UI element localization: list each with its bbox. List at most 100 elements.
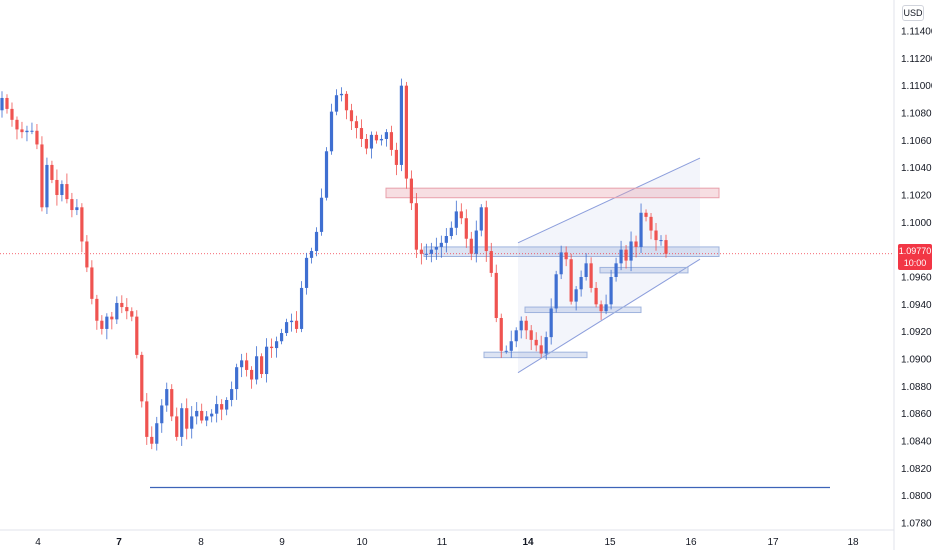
bullish-candle — [659, 240, 663, 242]
bearish-candle — [269, 346, 274, 349]
channel-upper-line[interactable] — [517, 157, 701, 244]
bullish-candle — [429, 249, 433, 254]
bullish-candle — [424, 253, 428, 255]
bullish-candle — [439, 242, 443, 247]
channel-lower-line[interactable] — [517, 258, 701, 374]
bullish-candle — [210, 413, 214, 417]
bullish-candle — [329, 111, 334, 152]
bullish-candle — [324, 151, 329, 198]
bearish-candle — [624, 249, 628, 261]
bearish-candle — [354, 121, 359, 129]
support-zone[interactable] — [483, 351, 588, 359]
bullish-candle — [614, 263, 618, 277]
bullish-candle — [399, 85, 403, 165]
y-tick-label: 1.08400 — [901, 437, 932, 448]
bullish-candle — [235, 367, 239, 390]
bearish-candle — [459, 211, 463, 219]
y-tick-label: 1.10400 — [901, 163, 932, 174]
bullish-candle — [160, 405, 164, 424]
bullish-candle — [334, 95, 339, 112]
bearish-candle — [374, 134, 379, 141]
bullish-candle — [604, 304, 608, 312]
bullish-candle — [314, 231, 319, 252]
bullish-candle — [519, 320, 523, 331]
bearish-candle — [494, 272, 498, 318]
bearish-candle — [220, 404, 224, 410]
bullish-candle — [240, 360, 244, 368]
currency-label[interactable]: USD — [902, 5, 924, 21]
bullish-candle — [155, 423, 159, 444]
bearish-candle — [539, 345, 543, 354]
bullish-candle — [579, 277, 583, 290]
bearish-candle — [349, 110, 354, 122]
x-tick-label: 17 — [767, 537, 779, 548]
last-price-tag: 1.09770 10:00 — [898, 244, 932, 270]
bullish-candle — [299, 287, 304, 329]
y-tick-label: 1.08000 — [901, 491, 932, 502]
bearish-candle — [464, 218, 468, 239]
bearish-candle — [414, 203, 418, 250]
bearish-candle — [594, 287, 598, 305]
x-tick-label: 15 — [604, 537, 616, 548]
bullish-candle — [190, 416, 194, 429]
bearish-candle — [120, 302, 124, 308]
bearish-candle — [524, 320, 528, 331]
bearish-candle — [20, 129, 24, 133]
bearish-candle — [245, 360, 249, 370]
bearish-candle — [569, 259, 573, 302]
channel-fill — [518, 158, 700, 373]
y-tick-label: 1.10200 — [901, 191, 932, 202]
bearish-candle — [95, 298, 99, 321]
bullish-candle — [629, 241, 633, 261]
bearish-candle — [260, 356, 264, 375]
y-tick-label: 1.11200 — [901, 54, 932, 65]
bearish-candle — [589, 263, 593, 288]
bullish-candle — [339, 93, 344, 96]
bullish-candle — [384, 132, 389, 139]
bearish-candle — [489, 251, 493, 273]
bullish-candle — [554, 274, 558, 309]
bullish-candle — [509, 341, 513, 351]
y-tick-label: 1.10000 — [901, 218, 932, 229]
resistance-zone[interactable] — [385, 187, 720, 199]
bullish-candle — [549, 308, 553, 338]
bearish-candle — [200, 410, 204, 421]
support-zone[interactable] — [524, 306, 642, 314]
bearish-candle — [484, 207, 488, 252]
bullish-candle — [474, 230, 478, 254]
bearish-candle — [35, 130, 39, 145]
bullish-candle — [574, 289, 578, 302]
y-tick-label: 1.11400 — [901, 27, 932, 38]
x-tick-label: 14 — [522, 537, 534, 548]
bullish-candle — [274, 341, 279, 349]
bullish-candle — [25, 130, 29, 133]
x-tick-label: 18 — [847, 537, 859, 548]
bearish-candle — [534, 339, 538, 346]
bearish-candle — [599, 304, 603, 312]
y-tick-label: 1.10600 — [901, 136, 932, 147]
bar-countdown: 10:00 — [903, 258, 927, 268]
bearish-candle — [654, 230, 658, 241]
bearish-candle — [175, 416, 179, 437]
bearish-candle — [389, 132, 394, 150]
time-axis[interactable]: 4 7 8 9 10 11 14 15 16 17 18 — [35, 537, 859, 548]
bullish-candle — [225, 400, 229, 410]
bullish-candle — [449, 227, 453, 236]
bearish-candle — [150, 436, 154, 444]
x-tick-label: 8 — [198, 537, 204, 548]
support-zone[interactable] — [599, 266, 689, 274]
bullish-candle — [584, 263, 588, 277]
bullish-candle — [45, 164, 49, 208]
bearish-candle — [130, 311, 134, 317]
bearish-candle — [40, 144, 44, 208]
price-axis[interactable]: 1.11400 1.11200 1.11000 1.10800 1.10600 1.104… — [901, 27, 932, 530]
last-price-value: 1.09770 — [898, 246, 932, 256]
bullish-candle — [30, 130, 34, 132]
bearish-candle — [125, 307, 129, 312]
bullish-candle — [165, 389, 169, 406]
y-tick-label: 1.08800 — [901, 382, 932, 393]
chart-annotations[interactable] — [0, 157, 894, 489]
bearish-candle — [170, 389, 174, 417]
bullish-candle — [205, 416, 209, 421]
